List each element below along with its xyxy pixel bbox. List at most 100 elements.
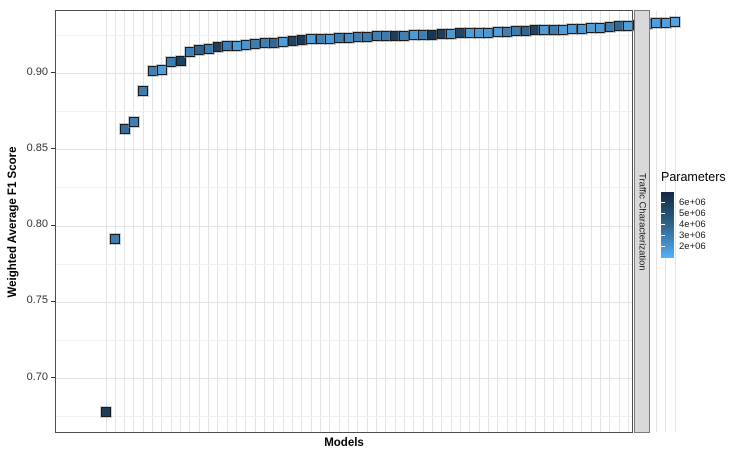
gridline-horizontal-minor [56, 263, 632, 265]
gridline-vertical [571, 11, 573, 432]
gridline-horizontal-major [56, 301, 632, 303]
gridline-vertical [217, 11, 219, 432]
gridline-vertical [282, 11, 284, 432]
plot-panel [55, 10, 680, 433]
data-point-model-4 [128, 116, 139, 127]
legend-title: Parameters [661, 170, 726, 184]
gridline-horizontal-major [56, 378, 632, 379]
gridline-horizontal-major [56, 225, 632, 227]
gridline-vertical [422, 11, 424, 432]
gridline-vertical [506, 11, 508, 432]
gridline-vertical [180, 11, 182, 432]
gridline-horizontal-minor [56, 416, 632, 418]
gridline-vertical [487, 11, 489, 432]
gridline-vertical [618, 11, 620, 432]
y-tick-mark [51, 148, 55, 150]
data-point-model-9 [175, 55, 186, 66]
gridline-horizontal-major [56, 149, 632, 151]
gridline-vertical [357, 11, 359, 432]
gridline-vertical [133, 11, 135, 432]
gridline-vertical [366, 11, 368, 432]
gridline-vertical [459, 11, 461, 432]
gridline-vertical [292, 11, 294, 432]
y-tick-label: 0.90 [26, 65, 48, 78]
gridline-vertical [403, 11, 405, 432]
gridline-vertical [376, 11, 377, 432]
gridline-vertical [189, 11, 191, 432]
facet-strip-label: Traffic Characterization [636, 172, 648, 271]
gridline-vertical [385, 11, 387, 432]
legend-tick-mark [661, 202, 665, 203]
gridline-vertical [245, 11, 247, 432]
gridline-vertical [450, 11, 452, 432]
data-point-model-2 [110, 234, 121, 245]
gridline-vertical [431, 11, 433, 432]
gridline-vertical [553, 11, 555, 432]
gridline-vertical [534, 11, 536, 432]
legend: Parameters 6e+06 5e+06 4e+06 3e+06 2e+06 [658, 170, 746, 258]
x-axis-title: Models [324, 437, 364, 449]
legend-tick-mark [661, 246, 665, 247]
y-tick-mark [51, 72, 55, 73]
legend-tick-label: 3e+06 [679, 229, 706, 241]
gridline-vertical [497, 11, 499, 432]
gridline-vertical [329, 11, 331, 432]
facet-strip: Traffic Characterization [634, 10, 650, 433]
legend-tick-label: 6e+06 [679, 196, 706, 208]
gridline-vertical [562, 11, 564, 432]
gridline-vertical [515, 11, 517, 432]
gridline-horizontal-minor [56, 111, 632, 113]
legend-tick-label: 5e+06 [679, 207, 706, 219]
legend-colorbar [661, 192, 674, 258]
gridline-vertical [273, 11, 275, 432]
gridline-vertical [674, 11, 676, 432]
y-tick-label: 0.80 [26, 218, 48, 230]
gridline-vertical [320, 11, 322, 432]
gridline-vertical [264, 11, 266, 432]
gridline-vertical [478, 11, 480, 432]
gridline-vertical [590, 11, 592, 432]
gridline-vertical [394, 11, 396, 432]
gridline-vertical [441, 11, 443, 432]
y-tick-mark [51, 224, 55, 226]
gridline-vertical [142, 11, 144, 432]
gridline-vertical [655, 11, 657, 432]
gridline-vertical [348, 11, 350, 432]
gridline-vertical [105, 11, 107, 432]
data-point-model-7 [156, 64, 167, 75]
legend-tick-mark [661, 235, 665, 236]
gridline-vertical [226, 11, 228, 432]
gridline-vertical [581, 11, 583, 432]
gridline-vertical [413, 11, 415, 432]
gridline-vertical [338, 11, 340, 432]
gridline-vertical [152, 11, 154, 432]
y-tick-label: 0.75 [26, 294, 48, 307]
legend-tick-mark [661, 213, 665, 214]
legend-tick-mark [661, 224, 665, 225]
y-tick-label: 0.85 [26, 141, 48, 154]
gridline-vertical [208, 11, 210, 432]
gridline-vertical [301, 11, 303, 432]
data-point-model-5 [138, 86, 149, 97]
legend-tick-label: 4e+06 [679, 218, 706, 230]
data-point-model-3 [119, 124, 130, 135]
legend-tick-label: 2e+06 [679, 240, 706, 252]
y-tick-mark [51, 300, 55, 302]
y-tick-mark [51, 377, 55, 378]
gridline-vertical [236, 11, 238, 432]
gridline-vertical [170, 11, 172, 432]
gridline-vertical [599, 11, 601, 432]
gridline-vertical [161, 11, 163, 432]
gridline-vertical [114, 11, 116, 432]
gridline-vertical [627, 11, 629, 432]
gridline-vertical [609, 11, 611, 432]
data-point-model-1 [101, 406, 111, 417]
gridline-vertical [254, 11, 256, 432]
gridline-vertical [198, 11, 200, 432]
gridline-horizontal-major [56, 73, 632, 74]
gridline-vertical [310, 11, 312, 432]
gridline-vertical [124, 11, 126, 432]
y-tick-label: 0.70 [26, 370, 48, 383]
gridline-vertical [543, 11, 545, 432]
